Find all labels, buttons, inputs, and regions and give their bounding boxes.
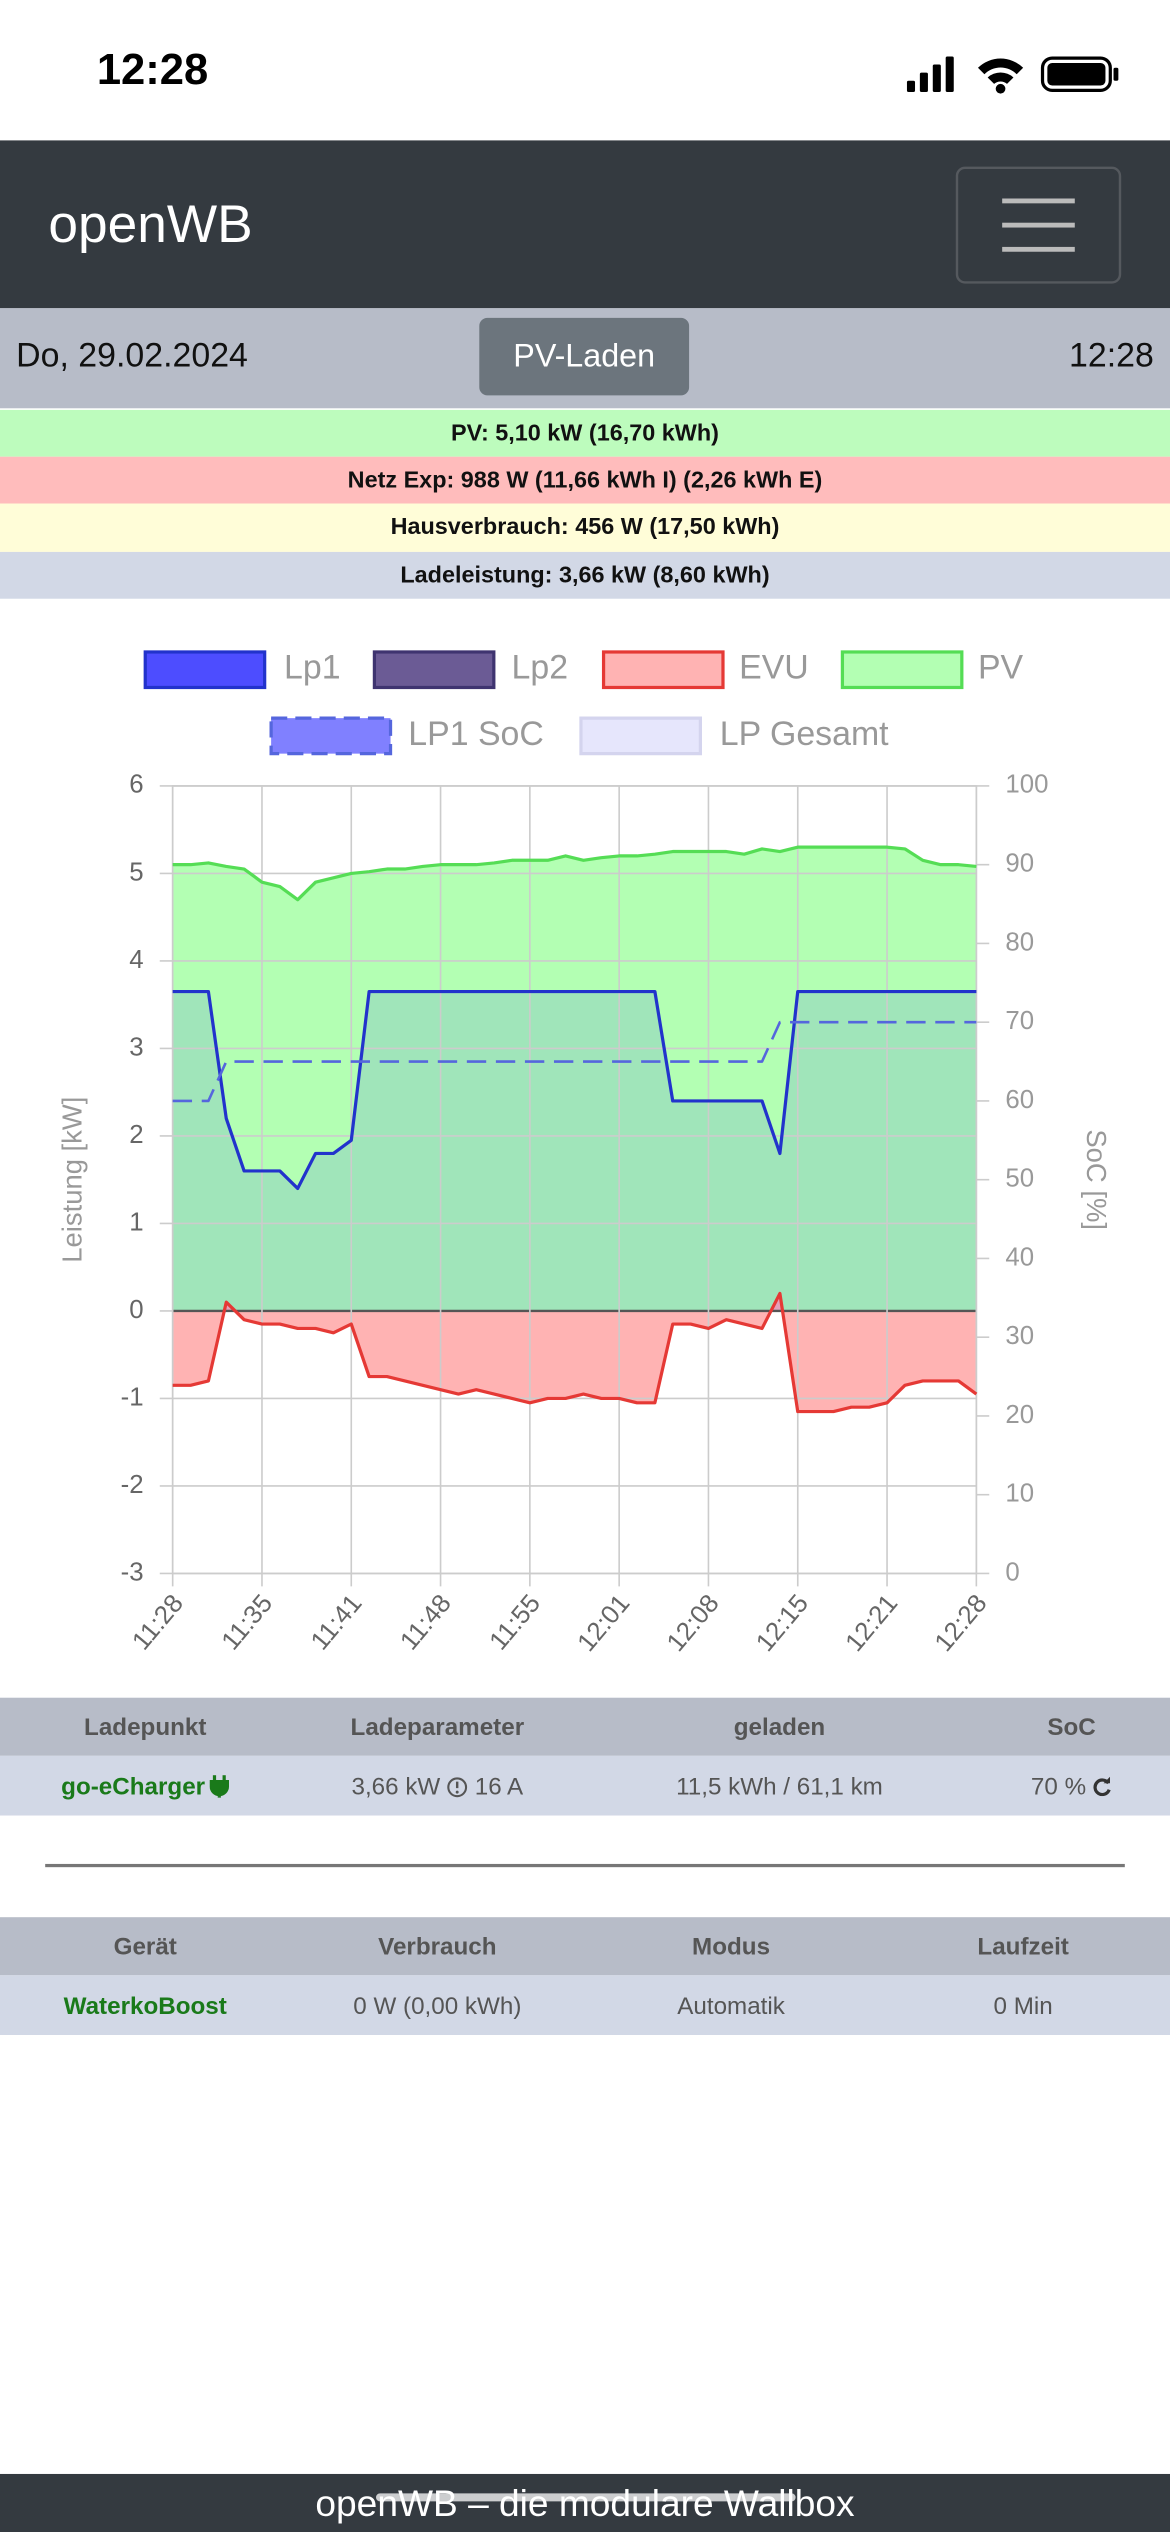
x-tick-label: 12:28 <box>930 1590 993 1657</box>
brand[interactable]: openWB <box>48 193 253 254</box>
y2-tick-label: 70 <box>1005 1007 1034 1035</box>
x-tick-label: 11:28 <box>127 1590 189 1656</box>
legend-swatch <box>372 650 496 690</box>
legend-swatch <box>601 650 725 690</box>
footer: openWB – die modulare Wallbox <box>0 2473 1170 2532</box>
plot-frame <box>171 785 978 1575</box>
legend-label: EVU <box>739 649 809 687</box>
charged: 11,5 kWh / 61,1 km <box>676 1773 883 1802</box>
x-tick-label: 12:21 <box>840 1590 903 1657</box>
pv-summary: PV: 5,10 kW (16,70 kWh) <box>0 409 1170 457</box>
y-tick-label: 1 <box>129 1208 143 1236</box>
legend-swatch <box>269 716 393 756</box>
y2-tick-label: 60 <box>1005 1086 1034 1114</box>
x-tick-label: 11:48 <box>395 1590 457 1656</box>
area <box>172 1293 977 1412</box>
area <box>172 991 977 1311</box>
header-cell: Modus <box>692 1933 771 1961</box>
grid-summary: Netz Exp: 988 W (11,66 kWh I) (2,26 kWh … <box>0 456 1170 504</box>
device-runtime: 0 Min <box>993 1993 1053 2021</box>
device-name[interactable]: WaterkoBoost <box>63 1993 227 2021</box>
current: 16 A <box>474 1773 524 1802</box>
line <box>172 989 977 1191</box>
table-header <box>0 1697 1170 1756</box>
chart: Lp1 Lp2 EVU PV LP1 SoC LP Gesamt -3 -2 -1 0 1 2 3 4 5 6… <box>56 649 1112 1657</box>
x-tick-label: 12:01 <box>572 1590 635 1657</box>
y2-tick-label: 30 <box>1005 1322 1034 1350</box>
header-cell: Ladepunkt <box>84 1713 207 1742</box>
charge-summary: Ladeleistung: 3,66 kW (8,60 kWh) <box>0 551 1170 599</box>
charger-name[interactable]: go-eCharger <box>61 1773 230 1802</box>
status-icons <box>906 56 1119 94</box>
y-tick-label: -2 <box>121 1471 144 1499</box>
header-cell: Ladeparameter <box>350 1713 525 1742</box>
line <box>172 1020 977 1103</box>
legend-label: Lp1 <box>284 649 341 687</box>
y2-tick-label: 0 <box>1005 1558 1019 1586</box>
home-indicator <box>376 2493 796 2502</box>
legend-swatch <box>579 716 703 756</box>
x-tick-label: 11:35 <box>217 1590 279 1656</box>
date: Do, 29.02.2024 <box>16 337 248 375</box>
y-tick-label: 4 <box>129 946 143 974</box>
soc: 70 % <box>1030 1773 1087 1802</box>
power: 3,66 kW <box>351 1773 441 1802</box>
header-cell: SoC <box>1047 1713 1096 1742</box>
y-tick-label: 6 <box>129 771 143 799</box>
charge-params: 3,66 kW 16 A <box>351 1774 523 1801</box>
device-mode: Automatik <box>677 1993 785 2021</box>
x-tick-label: 11:41 <box>306 1590 368 1656</box>
status-time: 12:28 <box>96 45 209 94</box>
legend-swatch <box>143 650 267 690</box>
time: 12:28 <box>1069 337 1154 375</box>
y-tick-label: -1 <box>121 1383 144 1411</box>
y2-tick-label: 40 <box>1005 1243 1034 1271</box>
area <box>172 847 977 1311</box>
header-cell: Gerät <box>113 1933 177 1961</box>
y-axis-title: Leistung [kW] <box>56 1097 87 1263</box>
header-cell: Laufzeit <box>977 1933 1069 1961</box>
y2-axis-title: SoC [%] <box>1081 1129 1112 1230</box>
legend-swatch <box>840 650 964 690</box>
x-tick-label: 11:55 <box>484 1590 546 1656</box>
legend-label: PV <box>978 649 1024 687</box>
y2-tick-label: 50 <box>1005 1165 1034 1193</box>
y2-tick-label: 10 <box>1005 1480 1034 1508</box>
y-tick-label: 3 <box>129 1033 143 1061</box>
legend-label: Lp2 <box>512 649 569 687</box>
x-tick-label: 12:08 <box>662 1590 725 1657</box>
menu-button[interactable] <box>955 166 1122 284</box>
mode-button[interactable]: PV-Laden <box>479 317 690 396</box>
x-tick-label: 12:15 <box>751 1590 814 1657</box>
current-icon <box>447 1777 468 1798</box>
separator <box>45 1863 1125 1867</box>
table-header <box>0 1917 1170 1976</box>
y-tick-label: 2 <box>129 1121 143 1149</box>
y-tick-label: 5 <box>129 858 143 886</box>
line <box>172 1291 978 1414</box>
legend-label: LP1 SoC <box>408 715 544 753</box>
header-cell: geladen <box>733 1713 826 1742</box>
line <box>172 845 977 902</box>
y2-tick-label: 80 <box>1005 928 1034 956</box>
header-cell: Verbrauch <box>378 1933 497 1961</box>
table-row <box>0 1975 1170 2036</box>
charger-label[interactable]: go-eCharger <box>61 1773 206 1802</box>
y-tick-label: 0 <box>129 1296 143 1324</box>
table-row <box>0 1755 1170 1816</box>
y2-tick-label: 100 <box>1005 771 1048 799</box>
soc-cell[interactable]: 70 % <box>1031 1774 1112 1801</box>
device-usage: 0 W (0,00 kWh) <box>353 1993 522 2021</box>
house-summary: Hausverbrauch: 456 W (17,50 kWh) <box>0 503 1170 552</box>
plug-icon <box>209 1775 230 1798</box>
legend-label: LP Gesamt <box>720 715 889 753</box>
y-tick-label: -3 <box>121 1558 144 1586</box>
refresh-icon[interactable] <box>1093 1776 1112 1797</box>
y2-tick-label: 90 <box>1005 850 1034 878</box>
y2-tick-label: 20 <box>1005 1401 1034 1429</box>
